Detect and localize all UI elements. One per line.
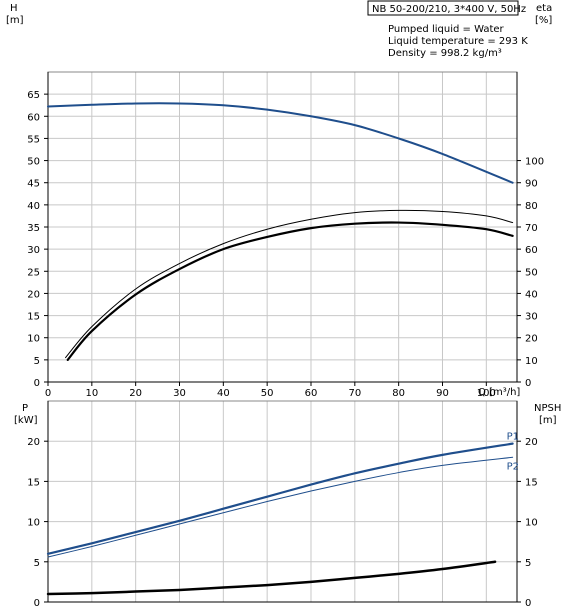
y-left-tick-label: 65 — [27, 90, 40, 101]
x-tick-label: 20 — [129, 388, 142, 399]
top-y-right-label-line2: [%] — [535, 15, 552, 26]
x-tick-label: 0 — [45, 388, 51, 399]
y-left-tick-label: 25 — [27, 267, 40, 278]
power-frame — [47, 400, 518, 603]
y-left-tick-label: 45 — [27, 179, 40, 190]
y-right-tick-label: 70 — [525, 223, 538, 234]
y-left-tick-label: 10 — [27, 334, 40, 345]
y-right-tick-label: 20 — [525, 334, 538, 345]
power-grid — [47, 401, 517, 603]
y-left-tick-label: 60 — [27, 112, 40, 123]
y-right-tick-label: 100 — [525, 157, 544, 168]
y-left-tick-label: 30 — [27, 245, 40, 256]
x-tick-label: 70 — [348, 388, 361, 399]
bottom-y-right-label-line1: NPSH — [534, 403, 561, 414]
power-plot: 0 5 10 15 20 0 5 10 15 20 P1 P2 — [27, 400, 538, 609]
top-y-left-label-line2: [m] — [6, 15, 24, 26]
y-left-tick-label: 15 — [27, 477, 40, 488]
title-box — [367, 0, 519, 16]
y-left-tick-label: 15 — [27, 312, 40, 323]
y-left-tick-label: 0 — [34, 378, 40, 389]
y-right-tick-label: 30 — [525, 312, 538, 323]
y-left-tick-label: 55 — [27, 134, 40, 145]
series-label-p2: P2 — [507, 461, 519, 472]
bottom-y-left-label-line2: [kW] — [14, 415, 38, 426]
x-tick-label: 30 — [173, 388, 186, 399]
y-right-tick-label: 10 — [525, 518, 538, 529]
title-text: NB 50-200/210, 3*400 V, 50Hz — [372, 4, 526, 15]
y-left-tick-label: 0 — [34, 598, 40, 609]
y-left-tick-label: 5 — [34, 558, 40, 569]
y-left-tick-label: 5 — [34, 356, 40, 367]
info-density: Density = 998.2 kg/m³ — [388, 48, 502, 59]
performance-plot: 0 5 10 15 20 25 30 35 40 45 50 55 60 65 0 10 20 30 40 50 60 7… — [27, 71, 544, 399]
y-right-tick-label: 0 — [525, 378, 531, 389]
y-left-tick-label: 10 — [27, 518, 40, 529]
performance-eta-line — [65, 209, 514, 359]
y-right-tick-label: 10 — [525, 356, 538, 367]
performance-eta-line — [66, 221, 514, 361]
x-tick-label: 90 — [436, 388, 449, 399]
y-left-tick-label: 20 — [27, 289, 40, 300]
info-temperature: Liquid temperature = 293 K — [388, 36, 528, 47]
info-liquid: Pumped liquid = Water — [388, 24, 505, 35]
bottom-y-right-label-line2: [m] — [539, 415, 557, 426]
power-npsh-line — [46, 560, 497, 596]
x-tick-label: 60 — [305, 388, 318, 399]
top-x-label: Q [m³/h] — [478, 387, 520, 398]
y-right-tick-label: 0 — [525, 598, 531, 609]
y-right-tick-label: 20 — [525, 437, 538, 448]
x-tick-label: 10 — [85, 388, 98, 399]
y-left-tick-label: 50 — [27, 157, 40, 168]
y-right-tick-label: 15 — [525, 477, 538, 488]
y-right-tick-label: 60 — [525, 245, 538, 256]
top-y-left-label-line1: H — [10, 3, 18, 14]
y-right-tick-label: 90 — [525, 179, 538, 190]
bottom-y-left-label-line1: P — [22, 403, 28, 414]
x-tick-label: 50 — [261, 388, 274, 399]
series-label-p1: P1 — [507, 432, 519, 443]
x-tick-label: 100 — [477, 388, 496, 399]
x-tick-label: 40 — [217, 388, 230, 399]
x-tick-label: 80 — [392, 388, 405, 399]
performance-head-line — [47, 102, 514, 184]
y-left-tick-label: 35 — [27, 223, 40, 234]
top-y-right-label-line1: eta — [536, 3, 552, 14]
performance-grid — [47, 72, 517, 383]
y-right-tick-label: 80 — [525, 201, 538, 212]
y-left-tick-label: 40 — [27, 201, 40, 212]
y-left-tick-label: 20 — [27, 437, 40, 448]
y-right-tick-label: 50 — [525, 267, 538, 278]
y-right-tick-label: 40 — [525, 289, 538, 300]
y-right-tick-label: 5 — [525, 558, 531, 569]
power-p1-line — [46, 442, 514, 555]
power-p2-line — [47, 456, 514, 558]
